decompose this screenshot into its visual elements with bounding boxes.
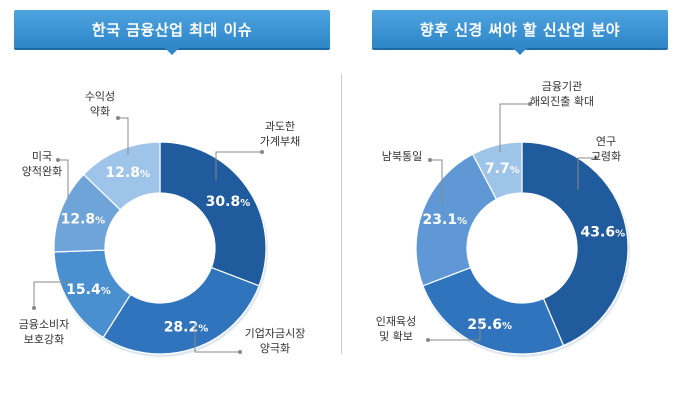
donut-1-hole	[467, 193, 577, 303]
left-chart-title: 한국 금융산업 최대 이슈	[14, 10, 330, 55]
donut-1-category-label-3: 금융기관 해외진출 확대	[530, 80, 594, 108]
donut-0-category-label-2: 금융소비자 보호강화	[19, 318, 70, 346]
donut-1-leader-dot-0	[594, 156, 598, 160]
donut-0-leader-dot-2	[32, 306, 36, 310]
donut-0-category-label-3: 미국 양적완화	[22, 150, 62, 178]
right-chart-title: 향후 신경 써야 할 신산업 분야	[372, 10, 668, 55]
donut-1-value-label-2: 23.1%	[423, 212, 468, 228]
donut-1-category-label-0: 연구 고령화	[591, 135, 621, 163]
donut-1-value-label-1: 25.6%	[467, 317, 512, 333]
donut-1-leader-2	[430, 159, 443, 205]
donut-0-category-label-1: 기업자금시장 양극화	[245, 327, 306, 355]
donut-1-leader-1	[428, 323, 481, 341]
donut-0-leader-0	[215, 151, 262, 180]
donut-0-leader-2	[33, 281, 70, 308]
donut-1-leader-dot-3	[528, 102, 532, 106]
donut-1-category-label-2: 남북통일	[382, 149, 422, 163]
donut-1-value-label-3: 7.7%	[485, 161, 520, 177]
donut-0-value-label-4: 12.8%	[105, 165, 150, 181]
donut-0-leader-dot-4	[116, 116, 120, 120]
donut-1-category-label-1: 인재육성 및 확보	[376, 315, 416, 343]
donut-0-leader-3	[58, 159, 69, 198]
donut-0-value-label-1: 28.2%	[164, 319, 209, 335]
donut-0-value-label-2: 15.4%	[66, 282, 111, 298]
donut-0-value-label-3: 12.8%	[61, 212, 106, 228]
donut-1-leader-0	[577, 157, 596, 190]
donut-0-leader-4	[118, 117, 129, 155]
donut-1-leader-dot-1	[426, 338, 430, 342]
donut-0-category-label-0: 과도한 가계부채	[260, 120, 300, 148]
donut-0-slice-0	[159, 141, 267, 287]
donut-0-leader-dot-3	[56, 158, 60, 162]
donut-1-value-label-0: 43.6%	[581, 225, 626, 241]
donut-0-hole	[105, 193, 215, 303]
chart-divider	[341, 74, 342, 354]
donut-0-slice-4	[82, 141, 161, 211]
donut-0-leader-1	[194, 323, 240, 353]
donut-0-leader-dot-1	[238, 350, 242, 354]
donut-0-value-label-0: 30.8%	[206, 194, 251, 210]
donut-0-leader-dot-0	[260, 150, 264, 154]
donut-0-category-label-4: 수익성 약화	[85, 90, 115, 118]
donut-1-leader-dot-2	[428, 158, 432, 162]
donut-1-leader-3	[499, 103, 530, 152]
